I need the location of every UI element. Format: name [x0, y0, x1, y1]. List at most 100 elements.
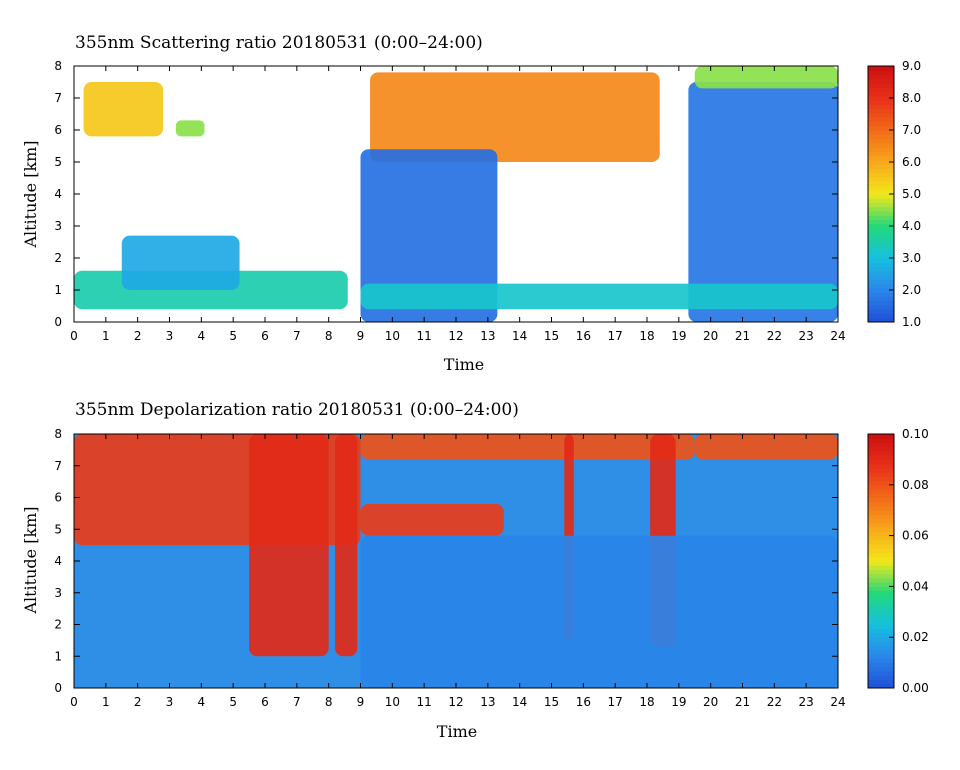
depolarization-ratio-colorbar-band: [868, 438, 894, 443]
depolarization-ratio-colorbar-band: [868, 463, 894, 469]
scattering-ratio-colorbar-band: [868, 309, 894, 314]
scattering-ratio-feature-0: [83, 82, 164, 137]
depolarization-ratio-x-tick-label: 23: [799, 695, 814, 709]
scattering-ratio-x-tick-label: 6: [261, 329, 269, 343]
scattering-ratio-feature-7: [360, 283, 838, 310]
depolarization-ratio-x-tick-label: 1: [102, 695, 110, 709]
depolarization-ratio-colorbar-label: 0.08: [902, 478, 929, 492]
scattering-ratio-colorbar-band: [868, 279, 894, 285]
scattering-ratio-colorbar-band: [868, 236, 894, 242]
scattering-ratio-colorbar-band: [868, 172, 894, 178]
depolarization-ratio-colorbar-band: [868, 632, 894, 638]
depolarization-ratio-feature-4: [360, 434, 695, 460]
depolarization-ratio-colorbar-band: [868, 594, 894, 600]
depolarization-ratio-colorbar-band: [868, 565, 894, 570]
scattering-ratio-y-label: Altitude [km]: [21, 140, 40, 248]
depolarization-ratio-x-tick-label: 2: [134, 695, 142, 709]
depolarization-ratio-colorbar-band: [868, 582, 894, 587]
scattering-ratio-colorbar-band: [868, 125, 894, 131]
scattering-ratio-colorbar-band: [868, 74, 894, 80]
scattering-ratio-x-tick-label: 16: [576, 329, 591, 343]
scattering-ratio-colorbar-band: [868, 266, 894, 272]
depolarization-ratio-feature-8: [360, 535, 838, 688]
depolarization-ratio-feature-7: [694, 434, 838, 460]
scattering-ratio-x-tick-label: 17: [608, 329, 623, 343]
depolarization-ratio-x-tick-label: 7: [293, 695, 301, 709]
scattering-ratio-colorbar-band: [868, 155, 894, 161]
depolarization-ratio-colorbar-band: [868, 599, 894, 604]
scattering-ratio-colorbar-band: [868, 151, 894, 157]
depolarization-ratio-colorbar-band: [868, 624, 894, 630]
scattering-ratio-feature-5: [360, 149, 498, 322]
scattering-ratio-title: 355nm Scattering ratio 20180531 (0:00–24…: [75, 33, 483, 53]
depolarization-ratio-x-label: Time: [437, 722, 477, 741]
depolarization-ratio-colorbar-band: [868, 480, 894, 486]
depolarization-ratio-colorbar-band: [868, 522, 894, 528]
depolarization-ratio-colorbar-band: [868, 472, 894, 477]
scattering-ratio-colorbar-band: [868, 87, 894, 93]
scattering-ratio-colorbar-band: [868, 198, 894, 204]
scattering-ratio-colorbar-band: [868, 185, 894, 191]
scattering-ratio-x-tick-label: 8: [325, 329, 333, 343]
scattering-ratio-colorbar-band: [868, 223, 894, 229]
scattering-ratio-colorbar-band: [868, 159, 894, 165]
depolarization-ratio-colorbar-band: [868, 556, 894, 562]
scattering-ratio-colorbar-band: [868, 112, 894, 118]
depolarization-ratio-y-tick-label: 4: [54, 554, 62, 568]
depolarization-ratio-y-tick-label: 7: [54, 459, 62, 473]
depolarization-ratio-x-tick-label: 3: [166, 695, 174, 709]
depolarization-ratio-colorbar-label: 0.00: [902, 681, 929, 695]
scattering-ratio-colorbar-label: 7.0: [902, 123, 921, 137]
depolarization-ratio-y-tick-label: 8: [54, 427, 62, 441]
depolarization-ratio-colorbar-band: [868, 531, 894, 537]
depolarization-ratio-colorbar-band: [868, 590, 894, 596]
scattering-ratio-panel: 355nm Scattering ratio 20180531 (0:00–24…: [21, 33, 921, 374]
depolarization-ratio-y-label: Altitude [km]: [21, 506, 40, 614]
scattering-ratio-colorbar-label: 8.0: [902, 91, 921, 105]
depolarization-ratio-colorbar-band: [868, 467, 894, 473]
depolarization-ratio-colorbar-band: [868, 649, 894, 655]
depolarization-ratio-colorbar-band: [868, 442, 894, 448]
scattering-ratio-colorbar-band: [868, 232, 894, 238]
depolarization-ratio-y-tick-label: 5: [54, 522, 62, 536]
scattering-ratio-colorbar-band: [868, 240, 894, 246]
scattering-ratio-x-tick-label: 20: [703, 329, 718, 343]
depolarization-ratio-colorbar-band: [868, 569, 894, 575]
scattering-ratio-feature-4: [370, 72, 660, 162]
scattering-ratio-feature-1: [175, 120, 205, 137]
scattering-ratio-colorbar: 1.0 2.0 3.0 4.0 5.0 6.0 7.0 8.0 9.0: [867, 59, 921, 329]
depolarization-ratio-colorbar-label: 0.06: [902, 529, 929, 543]
depolarization-ratio-colorbar-band: [868, 641, 894, 647]
depolarization-ratio-colorbar-label: 0.04: [902, 579, 929, 593]
depolarization-ratio-x-tick-label: 10: [385, 695, 400, 709]
scattering-ratio-colorbar-band: [868, 245, 894, 250]
depolarization-ratio-y-tick-label: 6: [54, 491, 62, 505]
scattering-ratio-colorbar-label: 6.0: [902, 155, 921, 169]
depolarization-ratio-colorbar-band: [868, 484, 894, 490]
scattering-ratio-colorbar-band: [868, 142, 894, 148]
scattering-ratio-colorbar-band: [868, 168, 894, 174]
scattering-ratio-colorbar-band: [868, 181, 894, 186]
depolarization-ratio-colorbar-band: [868, 510, 894, 515]
scattering-ratio-x-tick-label: 3: [166, 329, 174, 343]
scattering-ratio-x-tick-label: 22: [767, 329, 782, 343]
scattering-ratio-x-tick-label: 23: [799, 329, 814, 343]
depolarization-ratio-colorbar-frame: [867, 433, 895, 689]
depolarization-ratio-colorbar-band: [868, 434, 894, 439]
depolarization-ratio-plot: 0 1 2 3 4 5 6 7 8 9 10 11 12 13 14 15 16 17 18 19 20 21 22 23 24…: [54, 427, 845, 709]
depolarization-ratio-colorbar-band: [868, 518, 894, 524]
scattering-ratio-colorbar-band: [868, 189, 894, 195]
scattering-ratio-colorbar-band: [868, 219, 894, 225]
depolarization-ratio-x-tick-label: 13: [480, 695, 495, 709]
depolarization-ratio-x-tick-label: 17: [608, 695, 623, 709]
depolarization-ratio-colorbar-band: [868, 616, 894, 621]
scattering-ratio-x-tick-label: 12: [448, 329, 463, 343]
depolarization-ratio-colorbar-band: [868, 658, 894, 664]
scattering-ratio-x-tick-label: 9: [357, 329, 365, 343]
scattering-ratio-feature-6: [688, 82, 838, 322]
scattering-ratio-colorbar-band: [868, 228, 894, 233]
scattering-ratio-colorbar-band: [868, 194, 894, 199]
scattering-ratio-colorbar-band: [868, 300, 894, 306]
scattering-ratio-colorbar-band: [868, 206, 894, 212]
scattering-ratio-colorbar-band: [868, 313, 894, 319]
